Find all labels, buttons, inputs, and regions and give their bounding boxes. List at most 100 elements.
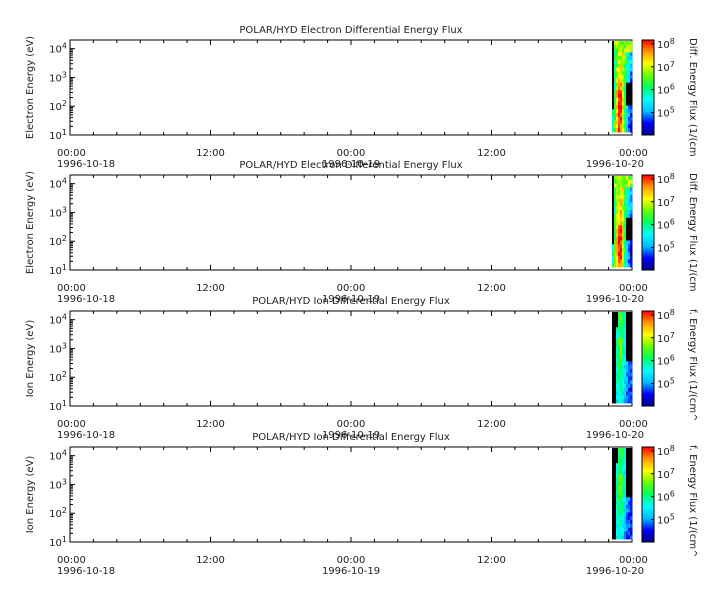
spectrogram-cell xyxy=(626,535,629,540)
y-tick-label-base: 10 xyxy=(49,373,62,384)
spectrogram-cell xyxy=(630,78,633,84)
spectrogram-cell xyxy=(620,512,623,517)
spectrogram-cell xyxy=(622,124,625,129)
spectrogram-cell xyxy=(628,346,631,351)
spectrogram-cell xyxy=(624,116,627,122)
colorbar-tick-label-base: 10 xyxy=(657,175,670,186)
spectrogram-cell xyxy=(622,97,625,103)
spectrogram-cell xyxy=(628,78,631,84)
spectrogram-cell xyxy=(620,113,623,118)
spectrogram-cell xyxy=(616,210,619,215)
colorbar-tick-label-exponent: 6 xyxy=(670,83,675,92)
spectrogram-cell xyxy=(618,319,621,324)
spectrogram-cell xyxy=(628,531,631,536)
spectrogram-cell xyxy=(624,474,627,479)
spectrogram-cell xyxy=(628,512,631,517)
spectrogram-cell xyxy=(622,504,625,510)
spectrogram-cell xyxy=(622,56,625,61)
spectrogram-cell xyxy=(626,478,629,483)
spectrogram-cell xyxy=(620,455,623,460)
x-tick-time-label: 00:00 xyxy=(619,148,648,159)
spectrogram-cell xyxy=(626,63,629,68)
spectrogram-cell xyxy=(628,319,631,324)
spectrogram-cell xyxy=(620,124,623,129)
spectrogram-cells xyxy=(612,41,633,133)
spectrogram-cell xyxy=(624,349,627,355)
spectrogram-cell xyxy=(626,113,629,118)
spectrogram-cell xyxy=(614,116,617,122)
spectrogram-cell xyxy=(612,508,615,513)
spectrogram-cell xyxy=(614,315,617,320)
spectrogram-cell xyxy=(612,315,615,320)
spectrogram-cell xyxy=(614,225,617,230)
spectrogram-cell xyxy=(618,489,621,494)
spectrogram-cell xyxy=(612,113,615,118)
spectrogram-cell xyxy=(614,71,617,76)
spectrogram-cell xyxy=(612,213,615,219)
spectrogram-cell xyxy=(614,384,617,389)
spectrogram-cell xyxy=(622,361,625,366)
spectrogram-cell xyxy=(628,466,631,472)
spectrogram-cell xyxy=(620,391,623,396)
colorbar-tick-label: 105 xyxy=(657,106,675,120)
spectrogram-cell xyxy=(618,75,621,80)
spectrogram-cell xyxy=(614,482,617,487)
spectrogram-cell xyxy=(630,63,633,68)
spectrogram-cell xyxy=(626,116,629,122)
spectrogram-cell xyxy=(620,48,623,53)
spectrogram-cell xyxy=(614,217,617,222)
spectrogram-cell xyxy=(614,128,617,133)
spectrogram-cell xyxy=(612,232,615,238)
spectrogram-cell xyxy=(612,482,615,487)
colorbar-tick-label-base: 10 xyxy=(657,221,670,232)
spectrogram-cell xyxy=(626,399,629,404)
spectrogram-cell xyxy=(626,97,629,103)
spectrogram-cell xyxy=(630,365,633,370)
spectrogram-cell xyxy=(630,56,633,61)
spectrogram-cell xyxy=(616,489,619,494)
spectrogram-cell xyxy=(618,229,621,234)
spectrogram-cell xyxy=(614,368,617,374)
spectrogram-cell xyxy=(614,463,617,468)
spectrogram-cell xyxy=(630,346,633,351)
spectrogram-cell xyxy=(612,217,615,222)
spectrogram-cell xyxy=(628,255,631,260)
spectrogram-cell xyxy=(618,323,621,328)
spectrogram-cell xyxy=(616,101,619,106)
spectrogram-cell xyxy=(628,263,631,268)
spectrogram-cell xyxy=(628,387,631,393)
spectrogram-cell xyxy=(612,120,615,125)
spectrogram-cell xyxy=(616,202,619,207)
spectrogram-cell xyxy=(624,90,627,95)
spectrogram-cell xyxy=(628,86,631,91)
spectrogram-cell xyxy=(618,349,621,355)
y-tick-label-exponent: 3 xyxy=(62,205,67,214)
spectrogram-cell xyxy=(612,101,615,106)
spectrogram-cell xyxy=(626,202,629,207)
spectrogram-cell xyxy=(612,225,615,230)
spectrogram-cell xyxy=(618,327,621,332)
x-tick-time-label: 12:00 xyxy=(477,419,506,430)
colorbar-tick-label-exponent: 8 xyxy=(670,444,675,453)
spectrogram-cell xyxy=(630,191,633,196)
colorbar-tick-label: 106 xyxy=(657,83,675,97)
y-axis-label: Electron Energy (eV) xyxy=(25,36,36,139)
spectrogram-cell xyxy=(618,353,621,358)
spectrogram-cell xyxy=(626,501,629,506)
spectrogram-cell xyxy=(616,482,619,487)
y-tick-label-exponent: 1 xyxy=(62,263,67,272)
spectrogram-cell xyxy=(620,478,623,483)
spectrogram-cell xyxy=(626,44,629,49)
spectrogram-cell xyxy=(624,493,627,498)
spectrogram-cell xyxy=(630,334,633,339)
spectrogram-cell xyxy=(620,41,623,46)
spectrogram-cell xyxy=(628,194,631,200)
colorbar-tick-label-base: 10 xyxy=(657,357,670,368)
x-tick-time-label: 12:00 xyxy=(477,283,506,294)
spectrogram-cell xyxy=(616,349,619,355)
colorbar-tick-label-base: 10 xyxy=(657,198,670,209)
spectrogram-cell xyxy=(630,59,633,65)
spectrogram-cell xyxy=(614,221,617,226)
spectrogram-cell xyxy=(616,327,619,332)
colorbar-tick-label-base: 10 xyxy=(657,380,670,391)
